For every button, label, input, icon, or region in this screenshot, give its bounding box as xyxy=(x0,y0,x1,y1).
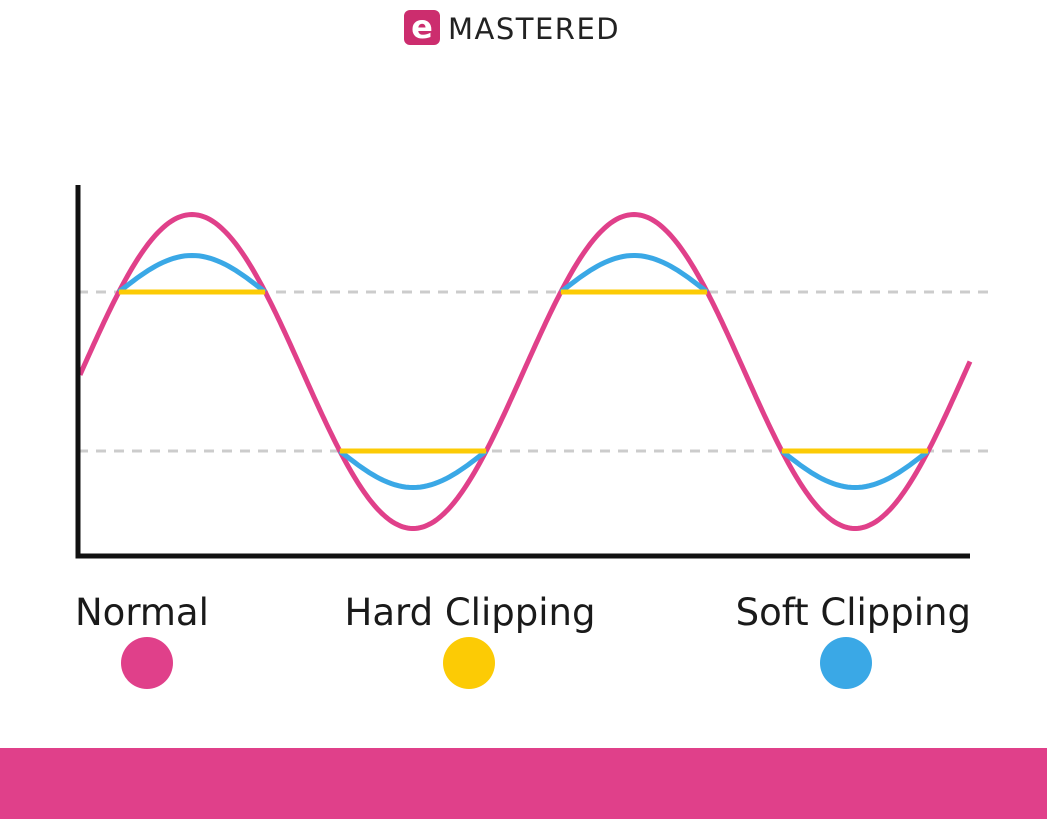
footer-band xyxy=(0,748,1047,819)
legend-label: Soft Clipping xyxy=(736,591,971,634)
waves xyxy=(77,211,973,531)
logo-icon-letter: e xyxy=(411,8,433,46)
logo-text: MASTERED xyxy=(448,12,620,46)
logo-icon xyxy=(404,10,440,45)
soft-clip-wave xyxy=(117,252,930,491)
legend-swatch xyxy=(820,637,872,689)
legend-swatch xyxy=(121,637,173,689)
hard-clip-wave xyxy=(118,289,929,454)
legend-label: Hard Clipping xyxy=(345,591,596,634)
legend-label: Normal xyxy=(75,591,209,634)
legend-swatch xyxy=(443,637,495,689)
axes xyxy=(75,185,970,559)
normal-wave xyxy=(77,211,973,531)
